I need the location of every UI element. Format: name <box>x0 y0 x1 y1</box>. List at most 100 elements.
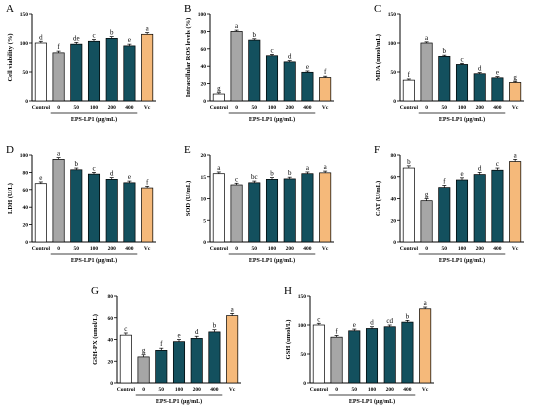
y-tick-label: 0 <box>303 381 306 387</box>
significance-label: g <box>425 191 429 199</box>
significance-label: b <box>270 170 274 178</box>
x-tick-label: Vc <box>322 105 329 111</box>
bar <box>455 179 469 243</box>
y-tick-label: 20 <box>391 218 397 224</box>
significance-label: b <box>253 31 257 39</box>
significance-label: f <box>57 43 60 51</box>
group-label: EPS-LP1 (μg/mL) <box>349 398 395 405</box>
bar <box>70 169 83 243</box>
significance-label: a <box>57 150 61 158</box>
y-tick-label: 50 <box>23 70 29 76</box>
bar <box>34 42 47 102</box>
significance-label: b <box>288 169 292 177</box>
significance-label: g <box>142 347 146 355</box>
bar <box>119 334 132 384</box>
bar <box>87 40 101 102</box>
y-tick-label: 60 <box>108 316 114 322</box>
bar <box>473 174 486 243</box>
x-tick-label: 200 <box>286 105 295 111</box>
significance-label: b <box>75 160 79 168</box>
significance-label: a <box>514 151 518 159</box>
bar <box>509 161 522 243</box>
y-axis-label: MDA (nmol/mL) <box>375 34 382 81</box>
bar <box>365 328 379 384</box>
y-tick-label: 150 <box>20 12 29 18</box>
x-tick-label: Control <box>117 387 136 393</box>
bar <box>248 182 261 243</box>
x-tick-label: 50 <box>252 105 258 111</box>
panel-d: D 0 20 40 60 80 100 LDH (U/L) e Control a 0 b 50 c 100 d… <box>6 144 156 264</box>
x-tick-label: 100 <box>368 387 377 393</box>
panel-letter: G <box>91 285 99 297</box>
y-axis-label: Intracellular ROS levels (%) <box>185 18 192 98</box>
bar <box>34 183 47 243</box>
bar <box>301 173 314 243</box>
group-label: EPS-LP1 (μg/mL) <box>249 116 295 123</box>
bar <box>491 169 504 243</box>
y-axis-label: GSH-PX (umol/L) <box>92 314 99 365</box>
x-tick-label: 400 <box>403 387 412 393</box>
y-tick-label: 0 <box>25 240 28 246</box>
x-tick-label: 400 <box>125 246 134 252</box>
x-tick-label: 50 <box>74 105 80 111</box>
panel-letter: F <box>374 144 380 156</box>
bar <box>212 173 225 243</box>
bar <box>123 45 136 102</box>
bar <box>301 71 314 102</box>
significance-label: a <box>324 163 328 171</box>
bar <box>265 179 279 243</box>
significance-label: c <box>92 164 95 172</box>
y-tick-label: 100 <box>20 41 29 47</box>
significance-label: e <box>496 69 499 77</box>
y-tick-label: 0 <box>203 240 206 246</box>
y-tick-label: 80 <box>201 29 207 35</box>
significance-label: b <box>443 47 447 55</box>
y-tick-label: 40 <box>391 197 397 203</box>
significance-label: a <box>217 164 221 172</box>
significance-label: f <box>335 327 338 335</box>
bar <box>420 42 433 102</box>
y-tick-label: 60 <box>201 47 207 53</box>
bar <box>123 182 136 243</box>
panel-letter: E <box>184 144 191 156</box>
panel-letter: C <box>374 3 381 15</box>
bar <box>330 336 343 384</box>
y-axis-label: GSH (umol/L) <box>285 320 292 360</box>
significance-label: a <box>425 34 429 42</box>
x-tick-label: Vc <box>229 387 236 393</box>
significance-label: cd <box>386 317 393 325</box>
x-tick-label: 50 <box>74 246 80 252</box>
significance-label: g <box>217 85 221 93</box>
group-label: EPS-LP1 (μg/mL) <box>439 116 485 123</box>
bar <box>420 200 433 243</box>
x-tick-label: Control <box>400 105 419 111</box>
x-tick-label: 100 <box>90 105 99 111</box>
x-tick-label: 50 <box>442 105 448 111</box>
y-tick-label: 40 <box>108 338 114 344</box>
bar <box>70 43 83 102</box>
x-tick-label: 0 <box>142 387 145 393</box>
significance-label: d <box>478 65 482 73</box>
y-tick-label: 100 <box>198 12 207 18</box>
x-tick-label: Control <box>210 105 229 111</box>
significance-label: e <box>306 63 309 71</box>
group-label: EPS-LP1 (μg/mL) <box>156 398 202 405</box>
x-tick-label: 0 <box>335 387 338 393</box>
x-tick-label: 0 <box>425 246 428 252</box>
x-tick-label: 200 <box>193 387 202 393</box>
y-tick-label: 0 <box>393 240 396 246</box>
bar <box>283 61 296 102</box>
significance-label: e <box>460 170 463 178</box>
bar <box>230 31 243 102</box>
x-tick-label: 200 <box>286 246 295 252</box>
x-tick-label: Vc <box>422 387 429 393</box>
x-tick-label: Control <box>400 246 419 252</box>
y-tick-label: 0 <box>393 99 396 105</box>
y-tick-label: 0 <box>203 99 206 105</box>
significance-label: b <box>407 158 411 166</box>
significance-label: e <box>128 36 131 44</box>
y-tick-label: 40 <box>201 64 207 70</box>
significance-label: d <box>195 328 199 336</box>
x-tick-label: 400 <box>303 105 312 111</box>
significance-label: e <box>177 332 180 340</box>
